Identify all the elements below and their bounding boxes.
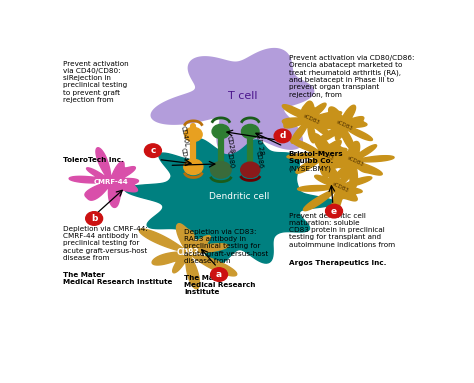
Text: Argos Therapeutics Inc.: Argos Therapeutics Inc. bbox=[289, 260, 386, 266]
Text: sCD83: sCD83 bbox=[346, 155, 364, 167]
Text: Depletion via CMRF-44:
CMRF-44 antibody in
preclinical testing for
acute graft-v: Depletion via CMRF-44: CMRF-44 antibody … bbox=[63, 226, 148, 261]
Text: c: c bbox=[150, 146, 155, 155]
Text: T cell: T cell bbox=[228, 91, 258, 101]
Text: CD86: CD86 bbox=[255, 150, 264, 169]
Text: Depletion via CD83:
RAB3 antibody in
preclinical testing for
acute graft-versus-: Depletion via CD83: RAB3 antibody in pre… bbox=[184, 229, 268, 264]
Polygon shape bbox=[283, 101, 342, 143]
Text: Prevent activation
via CD40/CD80:
siRejection in
preclinical testing
to prevent : Prevent activation via CD40/CD80: siReje… bbox=[63, 61, 128, 103]
Circle shape bbox=[326, 204, 343, 218]
Text: CD40: CD40 bbox=[180, 147, 189, 166]
Polygon shape bbox=[69, 148, 138, 208]
Text: a: a bbox=[216, 270, 222, 279]
Text: Dendritic cell: Dendritic cell bbox=[209, 192, 269, 201]
Polygon shape bbox=[139, 224, 237, 289]
Polygon shape bbox=[125, 137, 336, 265]
Text: CD83: CD83 bbox=[176, 248, 199, 257]
Text: (NYSE:BMY): (NYSE:BMY) bbox=[289, 165, 332, 172]
Text: e: e bbox=[331, 206, 337, 216]
Text: ToleroTech Inc.: ToleroTech Inc. bbox=[63, 157, 124, 162]
Circle shape bbox=[145, 144, 161, 157]
Circle shape bbox=[274, 129, 291, 143]
Polygon shape bbox=[314, 105, 373, 149]
Text: CD 28: CD 28 bbox=[255, 134, 264, 155]
Text: The Mater
Medical Research Institute: The Mater Medical Research Institute bbox=[63, 272, 172, 285]
Circle shape bbox=[86, 212, 102, 225]
Text: CD80: CD80 bbox=[226, 150, 235, 169]
Text: sCD83: sCD83 bbox=[302, 114, 320, 126]
Text: Prevent dendritic cell
maturation: soluble
CD83 protein in preclinical
testing f: Prevent dendritic cell maturation: solub… bbox=[289, 213, 395, 247]
Text: CMRF-44: CMRF-44 bbox=[93, 178, 128, 185]
Circle shape bbox=[184, 128, 202, 141]
Text: sCD83: sCD83 bbox=[335, 119, 353, 132]
Circle shape bbox=[184, 159, 203, 175]
Polygon shape bbox=[322, 141, 394, 188]
Text: sCD83: sCD83 bbox=[317, 149, 335, 161]
Polygon shape bbox=[287, 134, 347, 177]
Text: d: d bbox=[279, 131, 286, 141]
Circle shape bbox=[241, 162, 260, 177]
Circle shape bbox=[210, 162, 231, 178]
Text: Prevent activation via CD80/CD86:
Orencia abatacept marketed to
treat rheumatoid: Prevent activation via CD80/CD86: Orenci… bbox=[289, 55, 414, 98]
Text: CD40L: CD40L bbox=[179, 125, 189, 148]
Circle shape bbox=[210, 268, 228, 281]
Text: Bristol-Myers
Squibb Co.: Bristol-Myers Squibb Co. bbox=[289, 151, 344, 164]
Text: The Mater
Medical Research
Institute: The Mater Medical Research Institute bbox=[184, 275, 255, 295]
Polygon shape bbox=[151, 48, 314, 154]
Polygon shape bbox=[298, 164, 372, 212]
Circle shape bbox=[241, 124, 259, 139]
Text: sCD83: sCD83 bbox=[331, 182, 349, 193]
Text: b: b bbox=[91, 214, 97, 223]
Circle shape bbox=[212, 124, 230, 139]
Text: CD28: CD28 bbox=[226, 135, 235, 154]
